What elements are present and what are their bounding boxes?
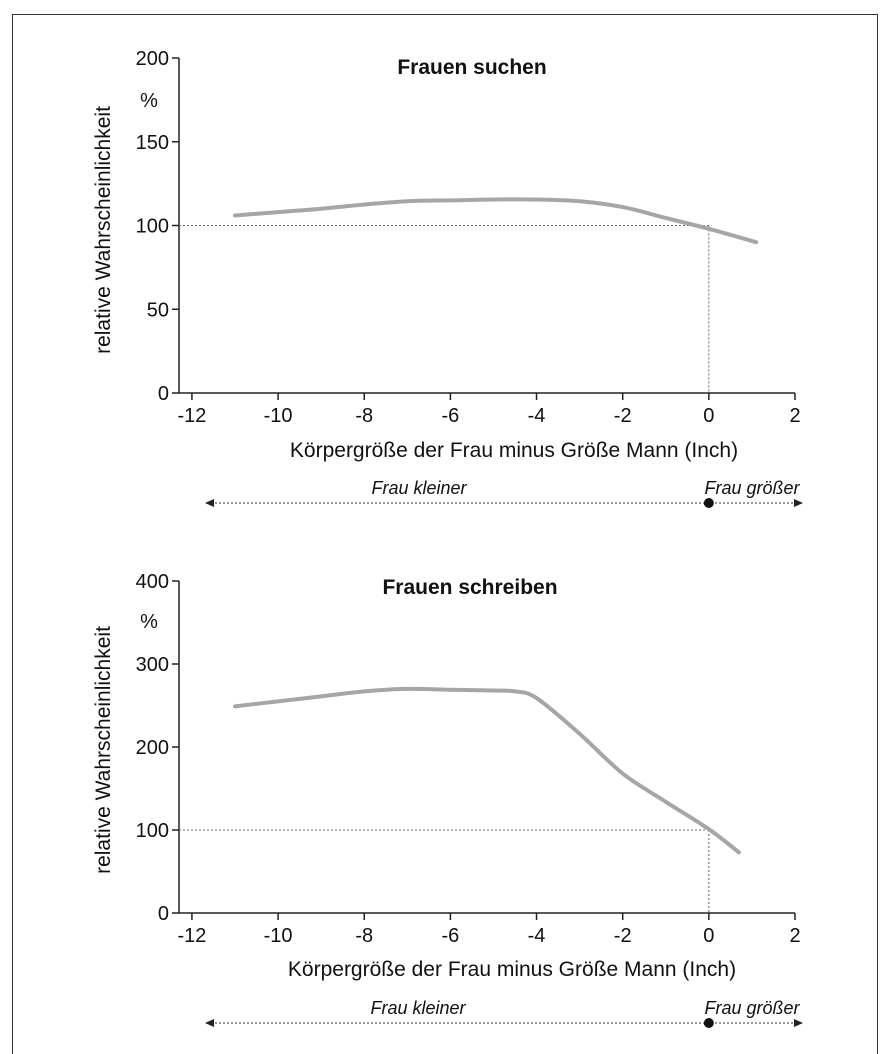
chart-2-direction-arrow-left-head [205, 1019, 214, 1027]
chart-1-x-tick-label: -2 [614, 405, 632, 427]
chart-2-x-tick-label: -6 [441, 925, 459, 947]
chart-1-y-axis-title: relative Wahrscheinlichkeit [92, 106, 115, 354]
chart-2-x-tick-label: -12 [177, 925, 206, 947]
chart-2-series-line [233, 686, 741, 855]
chart-1-direction-zero-dot [703, 498, 714, 508]
chart-2-y-unit: % [140, 611, 158, 633]
chart-2-direction-right-label: Frau größer [704, 998, 800, 1018]
chart-1-x-axis-title: Körpergröße der Frau minus Größe Mann (I… [290, 439, 738, 462]
chart-2-y-tick-label: 400 [136, 571, 169, 593]
chart-2-direction-zero-dot [703, 1018, 714, 1028]
figure-frame [12, 14, 878, 1054]
chart-1-x-tick-label: -4 [528, 405, 546, 427]
chart-1-x-tick-label: -8 [355, 405, 373, 427]
chart-1-x-tick-label: 0 [703, 405, 714, 427]
chart-2-x-tick-label: 2 [789, 925, 800, 947]
chart-1-x-tick-label: 2 [789, 405, 800, 427]
chart-1-x-tick-label: -10 [264, 405, 293, 427]
chart-2-x-tick-label: -2 [614, 925, 632, 947]
chart-1-series-line [233, 197, 759, 245]
chart-1-direction-arrow-right-head [794, 499, 803, 507]
chart-2-y-axis-title: relative Wahrscheinlichkeit [92, 626, 115, 874]
chart-1-y-unit: % [140, 90, 158, 112]
chart-2-y-tick-label: 200 [136, 737, 169, 759]
chart-1-direction-right-label: Frau größer [704, 478, 800, 498]
chart-1-x-tick-label: -12 [177, 405, 206, 427]
chart-1-title: Frauen suchen [397, 56, 546, 79]
chart-1-direction-arrow-left-head [205, 499, 214, 507]
chart-2-title: Frauen schreiben [382, 576, 557, 599]
chart-1-x-tick-label: -6 [441, 405, 459, 427]
chart-2-y-tick-label: 300 [136, 654, 169, 676]
chart-1-y-tick-label: 150 [136, 132, 169, 154]
chart-2-x-axis-title: Körpergröße der Frau minus Größe Mann (I… [288, 958, 736, 981]
chart-1-direction-left-label: Frau kleiner [371, 478, 467, 498]
chart-2-direction-left-label: Frau kleiner [370, 998, 466, 1018]
chart-2-x-tick-label: -8 [355, 925, 373, 947]
chart-2-x-tick-label: -10 [264, 925, 293, 947]
chart-2-x-tick-label: -4 [528, 925, 546, 947]
chart-1-y-tick-label: 0 [158, 383, 169, 405]
chart-2-y-tick-label: 100 [136, 820, 169, 842]
chart-2-direction-arrow-right-head [794, 1019, 803, 1027]
chart-2-y-tick-label: 0 [158, 903, 169, 925]
chart-1-y-tick-label: 200 [136, 48, 169, 70]
chart-1-y-tick-label: 50 [147, 299, 169, 321]
chart-1-y-tick-label: 100 [136, 216, 169, 238]
chart-2-x-tick-label: 0 [703, 925, 714, 947]
